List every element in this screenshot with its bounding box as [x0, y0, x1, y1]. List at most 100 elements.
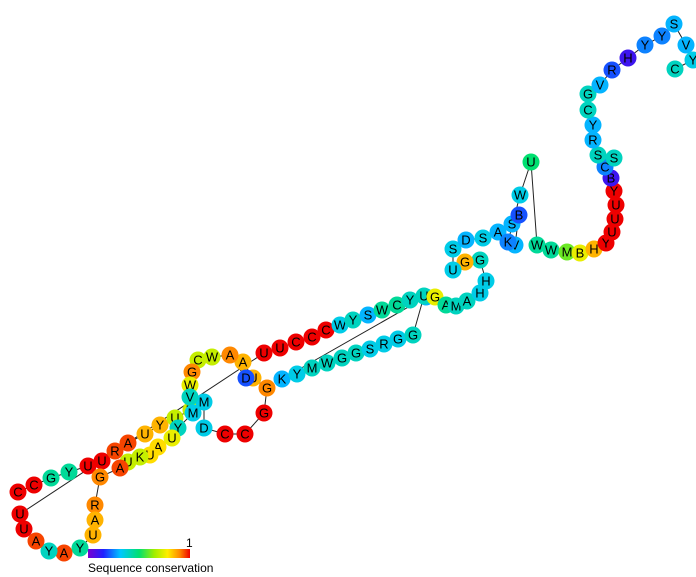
nucleotide-circle [457, 231, 475, 249]
nucleotide-base: G [389, 330, 407, 348]
nucleotide-circle [528, 236, 546, 254]
nucleotide-letter: W [531, 238, 544, 253]
nucleotide-letter: V [682, 38, 691, 53]
nucleotide-circle [522, 153, 540, 171]
nucleotide-bases: CCGYUURAUYUMMDCCGGUADAWCGWVMYUAUKUAGRAUY… [9, 15, 696, 562]
nucleotide-letter: Y [589, 118, 598, 133]
nucleotide-letter: R [379, 337, 388, 352]
nucleotide-circle [216, 425, 234, 443]
nucleotide-letter: C [600, 160, 609, 175]
nucleotide-letter: C [583, 103, 592, 118]
nucleotide-letter: S [610, 151, 619, 166]
nucleotide-circle [15, 520, 33, 538]
nucleotide-circle [606, 210, 624, 228]
nucleotide-letter: A [124, 436, 133, 451]
nucleotide-circle [477, 272, 495, 290]
nucleotide-letter: R [110, 444, 119, 459]
nucleotide-base: R [584, 131, 602, 149]
nucleotide-circle [347, 344, 365, 362]
nucleotide-letter: S [366, 342, 375, 357]
nucleotide-circle [677, 36, 695, 54]
nucleotide-circle [318, 354, 336, 372]
nucleotide-base: G [91, 468, 109, 486]
nucleotide-letter: Y [689, 53, 696, 68]
nucleotide-base: A [458, 292, 476, 310]
nucleotide-circle [79, 457, 97, 475]
nucleotide-circle [183, 363, 201, 381]
nucleotide-circle [42, 469, 60, 487]
nucleotide-base: U [84, 526, 102, 544]
nucleotide-base: S [444, 240, 462, 258]
nucleotide-letter: Y [174, 421, 183, 436]
nucleotide-base: U [255, 344, 273, 362]
nucleotide-base: R [375, 335, 393, 353]
nucleotide-letter: K [136, 450, 145, 465]
nucleotide-circle [605, 149, 623, 167]
nucleotide-letter: H [589, 242, 598, 257]
nucleotide-circle [471, 251, 489, 269]
conservation-colorbar [88, 549, 190, 558]
nucleotide-circle [404, 326, 422, 344]
nucleotide-base: Y [71, 539, 89, 557]
nucleotide-letter: U [607, 225, 616, 240]
nucleotide-letter: B [515, 208, 524, 223]
nucleotide-base: G [42, 469, 60, 487]
nucleotide-letter: G [95, 470, 105, 485]
nucleotide-circle [258, 379, 276, 397]
nucleotide-letter: A [494, 225, 503, 240]
nucleotide-letter: C [670, 62, 679, 77]
nucleotide-letter: S [479, 231, 488, 246]
nucleotide-circle [91, 468, 109, 486]
legend: 1 Sequence conservation [88, 536, 213, 575]
nucleotide-letter: C [240, 427, 249, 442]
nucleotide-base: A [27, 532, 45, 550]
nucleotide-letter: W [514, 188, 527, 203]
nucleotide-letter: U [123, 455, 132, 470]
nucleotide-letter: G [460, 255, 470, 270]
nucleotide-letter: B [576, 246, 585, 261]
nucleotide-base: C [388, 296, 406, 314]
nucleotide-base: Y [584, 116, 602, 134]
nucleotide-letter: A [442, 298, 451, 313]
nucleotide-circle [151, 416, 169, 434]
nucleotide-base: U [79, 457, 97, 475]
nucleotide-letter: C [193, 353, 202, 368]
nucleotide-base: C [666, 60, 684, 78]
nucleotide-letter: W [184, 378, 197, 393]
nucleotide-base: S [361, 340, 379, 358]
nucleotide-circle [331, 316, 349, 334]
nucleotide-circle [60, 463, 78, 481]
nucleotide-base: R [603, 61, 621, 79]
nucleotide-base: W [373, 301, 391, 319]
nucleotide-circle [255, 404, 273, 422]
nucleotide-letter: Y [641, 38, 650, 53]
nucleotide-letter: G [430, 290, 440, 305]
nucleotide-letter: Y [76, 541, 85, 556]
nucleotide-base: M [303, 359, 321, 377]
nucleotide-base: C [236, 425, 254, 443]
nucleotide-letter: U [610, 212, 619, 227]
nucleotide-base: Y [344, 311, 362, 329]
nucleotide-circle [237, 369, 255, 387]
nucleotide-circle [221, 346, 239, 364]
nucleotide-base: U [15, 520, 33, 538]
nucleotide-letter: W [321, 356, 334, 371]
nucleotide-base: V [591, 76, 609, 94]
nucleotide-base: A [221, 346, 239, 364]
nucleotide-base: W [181, 376, 199, 394]
nucleotide-circle [255, 344, 273, 362]
nucleotide-base: W [318, 354, 336, 372]
nucleotide-base: Y [40, 542, 58, 560]
nucleotide-circle [86, 496, 104, 514]
nucleotide-base: R [86, 496, 104, 514]
nucleotide-letter: Y [45, 544, 54, 559]
nucleotide-circle [511, 186, 529, 204]
nucleotide-letter: U [97, 454, 106, 469]
nucleotide-circle [361, 340, 379, 358]
nucleotide-base: K [499, 233, 517, 251]
nucleotide-base: A [119, 434, 137, 452]
nucleotide-circle [163, 429, 181, 447]
nucleotide-letter: R [588, 133, 597, 148]
nucleotide-circle [236, 425, 254, 443]
nucleotide-letter: U [140, 427, 149, 442]
